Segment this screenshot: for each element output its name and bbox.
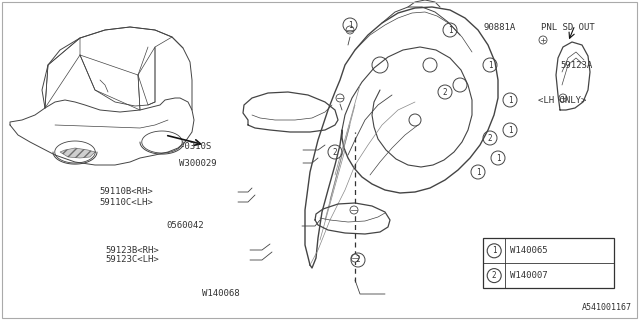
Text: 1: 1 <box>492 246 497 255</box>
Text: <LH ONLY>: <LH ONLY> <box>538 96 586 105</box>
Text: W140068: W140068 <box>202 289 239 298</box>
Text: W140007: W140007 <box>510 271 548 280</box>
Circle shape <box>346 26 354 34</box>
Text: 1: 1 <box>448 26 452 35</box>
Text: 59110B<RH>: 59110B<RH> <box>99 188 153 196</box>
Text: 59123C<LH>: 59123C<LH> <box>106 255 159 264</box>
Text: 1: 1 <box>348 20 352 29</box>
Text: 2: 2 <box>492 271 497 280</box>
Text: 1: 1 <box>476 167 480 177</box>
Text: -0310S: -0310S <box>179 142 211 151</box>
Text: 59110C<LH>: 59110C<LH> <box>99 198 153 207</box>
Text: 1: 1 <box>508 125 512 134</box>
Polygon shape <box>60 148 95 158</box>
Text: 1: 1 <box>508 95 512 105</box>
Circle shape <box>336 94 344 102</box>
Circle shape <box>539 36 547 44</box>
Text: 1: 1 <box>496 154 500 163</box>
Circle shape <box>559 94 567 102</box>
Text: 2: 2 <box>488 133 492 142</box>
Text: W300029: W300029 <box>179 159 217 168</box>
Text: 2: 2 <box>356 255 360 265</box>
Text: 1: 1 <box>488 60 492 69</box>
Text: W140065: W140065 <box>510 246 548 255</box>
FancyBboxPatch shape <box>483 238 614 288</box>
Circle shape <box>350 206 358 214</box>
Text: A541001167: A541001167 <box>582 303 632 312</box>
Text: 2: 2 <box>333 148 337 156</box>
Circle shape <box>351 254 359 262</box>
Text: 59123B<RH>: 59123B<RH> <box>106 246 159 255</box>
Text: 0560042: 0560042 <box>166 221 204 230</box>
Text: 59123A: 59123A <box>560 61 592 70</box>
Text: 90881A: 90881A <box>483 23 515 32</box>
Text: 2: 2 <box>443 87 447 97</box>
Text: PNL SD OUT: PNL SD OUT <box>541 23 595 32</box>
